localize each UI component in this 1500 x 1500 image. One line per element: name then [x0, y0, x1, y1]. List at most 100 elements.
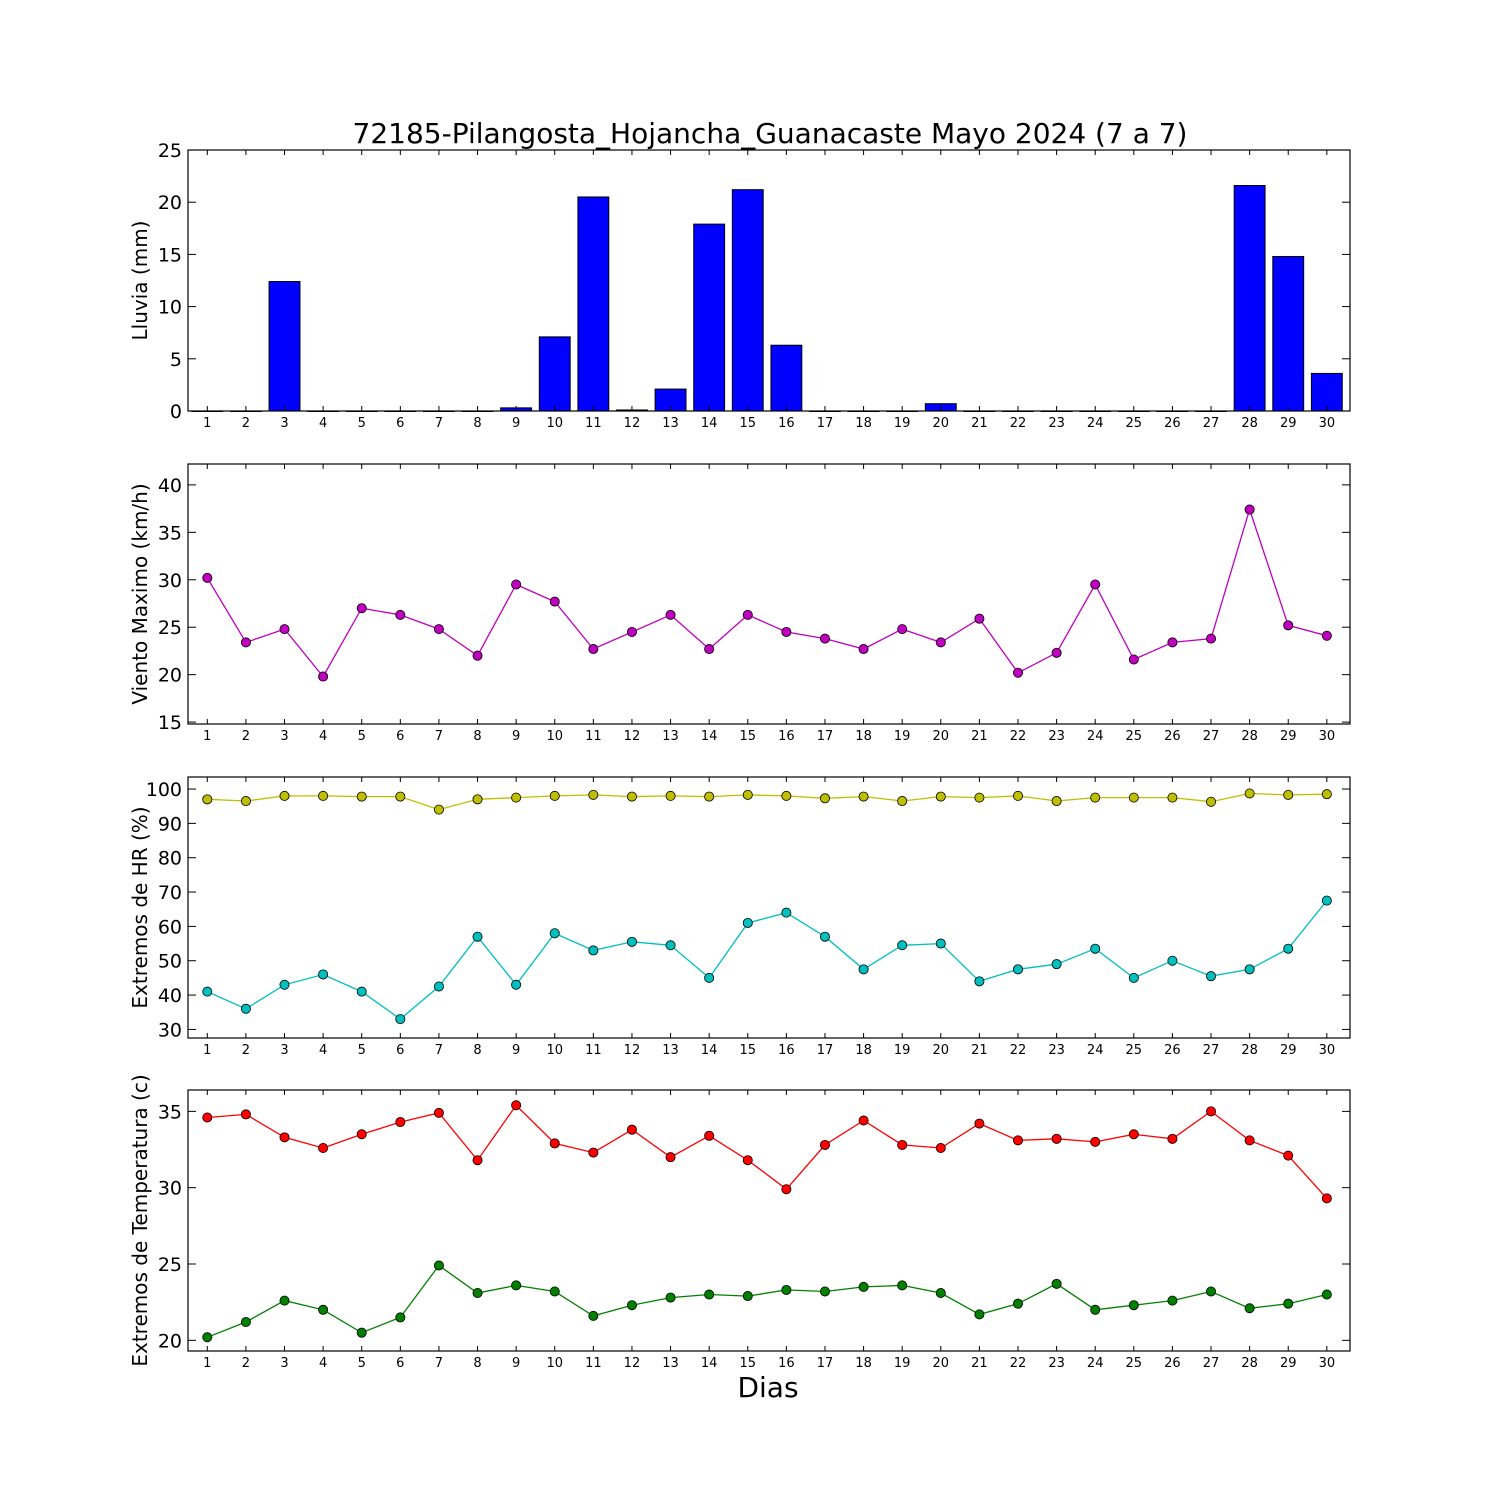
x-tick-label: 8 — [473, 1356, 481, 1371]
x-tick-label: 24 — [1087, 729, 1104, 744]
x-tick-label: 11 — [585, 416, 602, 431]
data-point — [1244, 1135, 1255, 1146]
plot-frame — [187, 1089, 1351, 1352]
data-point — [704, 1289, 715, 1300]
x-tick-label: 23 — [1048, 416, 1065, 431]
y-tick-label: 30 — [158, 1178, 182, 1200]
x-tick-label: 27 — [1203, 1356, 1220, 1371]
data-point — [935, 637, 946, 648]
x-tick-label: 19 — [894, 416, 911, 431]
x-tick-label: 14 — [701, 729, 718, 744]
x-tick-label: 18 — [855, 1356, 872, 1371]
x-tick-label: 20 — [933, 416, 950, 431]
data-point — [1283, 789, 1294, 800]
data-point — [356, 986, 367, 997]
data-point — [1167, 955, 1178, 966]
data-point — [318, 1304, 329, 1315]
data-point — [1244, 788, 1255, 799]
data-point — [279, 979, 290, 990]
x-tick-label: 24 — [1087, 1356, 1104, 1371]
data-point — [1283, 943, 1294, 954]
x-tick-label: 9 — [512, 729, 520, 744]
x-tick-label: 4 — [319, 416, 327, 431]
x-tick-label: 10 — [546, 1356, 563, 1371]
data-point — [858, 1115, 869, 1126]
data-point — [935, 1288, 946, 1299]
data-point — [1206, 971, 1217, 982]
data-point — [1090, 792, 1101, 803]
x-tick-label: 19 — [894, 1356, 911, 1371]
data-point — [588, 1147, 599, 1158]
data-point — [511, 1280, 522, 1291]
data-point — [742, 917, 753, 928]
x-tick-label: 10 — [546, 416, 563, 431]
x-tick-label: 30 — [1319, 729, 1336, 744]
x-tick-label: 28 — [1241, 1356, 1258, 1371]
x-tick-label: 21 — [971, 1043, 988, 1058]
plot-area — [188, 777, 1350, 1038]
x-tick-label: 16 — [778, 416, 795, 431]
x-tick-label: 29 — [1280, 729, 1297, 744]
data-point — [549, 790, 560, 801]
data-point — [549, 1286, 560, 1297]
x-tick-label: 25 — [1126, 1043, 1143, 1058]
y-tick-label: 60 — [158, 916, 182, 938]
data-point — [472, 650, 483, 661]
x-tick-label: 28 — [1241, 729, 1258, 744]
x-tick-label: 20 — [933, 1043, 950, 1058]
data-point — [511, 579, 522, 590]
x-tick-label: 2 — [242, 1356, 250, 1371]
data-point — [819, 633, 830, 644]
data-point — [935, 791, 946, 802]
data-point — [1090, 943, 1101, 954]
data-point — [974, 613, 985, 624]
data-point — [433, 981, 444, 992]
data-point — [1206, 1106, 1217, 1117]
x-tick-label: 9 — [512, 1043, 520, 1058]
plot-frame — [187, 776, 1351, 1039]
x-tick-label: 3 — [280, 1043, 288, 1058]
chart-title: 72185-Pilangosta_Hojancha_Guanacaste May… — [353, 117, 1188, 150]
data-point — [1206, 1286, 1217, 1297]
x-tick-label: 5 — [358, 1356, 366, 1371]
x-tick-label: 10 — [546, 1043, 563, 1058]
x-tick-label: 13 — [662, 416, 679, 431]
data-point — [588, 945, 599, 956]
data-point — [897, 1280, 908, 1291]
x-tick-label: 13 — [662, 729, 679, 744]
x-tick-label: 18 — [855, 729, 872, 744]
data-point — [1244, 1303, 1255, 1314]
x-tick-label: 20 — [933, 729, 950, 744]
x-tick-label: 30 — [1319, 1356, 1336, 1371]
data-point — [1167, 1295, 1178, 1306]
data-point — [588, 1310, 599, 1321]
x-tick-label: 26 — [1164, 416, 1181, 431]
y-tick-label: 35 — [158, 522, 182, 544]
x-tick-label: 25 — [1126, 416, 1143, 431]
x-tick-label: 6 — [396, 1356, 404, 1371]
data-point — [1283, 1150, 1294, 1161]
y-tick-label: 50 — [158, 951, 182, 973]
y-axis-label: Lluvia (mm) — [128, 221, 152, 341]
data-point — [1244, 504, 1255, 515]
data-point — [1167, 1133, 1178, 1144]
data-point — [1206, 796, 1217, 807]
x-tick-label: 18 — [855, 416, 872, 431]
data-point — [472, 794, 483, 805]
bar — [1310, 372, 1343, 412]
data-point — [511, 792, 522, 803]
x-tick-label: 27 — [1203, 1043, 1220, 1058]
data-point — [240, 796, 251, 807]
data-point — [665, 790, 676, 801]
x-tick-label: 16 — [778, 1043, 795, 1058]
x-tick-label: 17 — [817, 416, 834, 431]
data-point — [318, 969, 329, 980]
data-point — [240, 1317, 251, 1328]
x-tick-label: 29 — [1280, 1043, 1297, 1058]
data-point — [318, 671, 329, 682]
plot-area — [188, 1090, 1350, 1351]
data-point — [588, 644, 599, 655]
data-point — [626, 936, 637, 947]
x-tick-label: 14 — [701, 416, 718, 431]
data-point — [781, 626, 792, 637]
